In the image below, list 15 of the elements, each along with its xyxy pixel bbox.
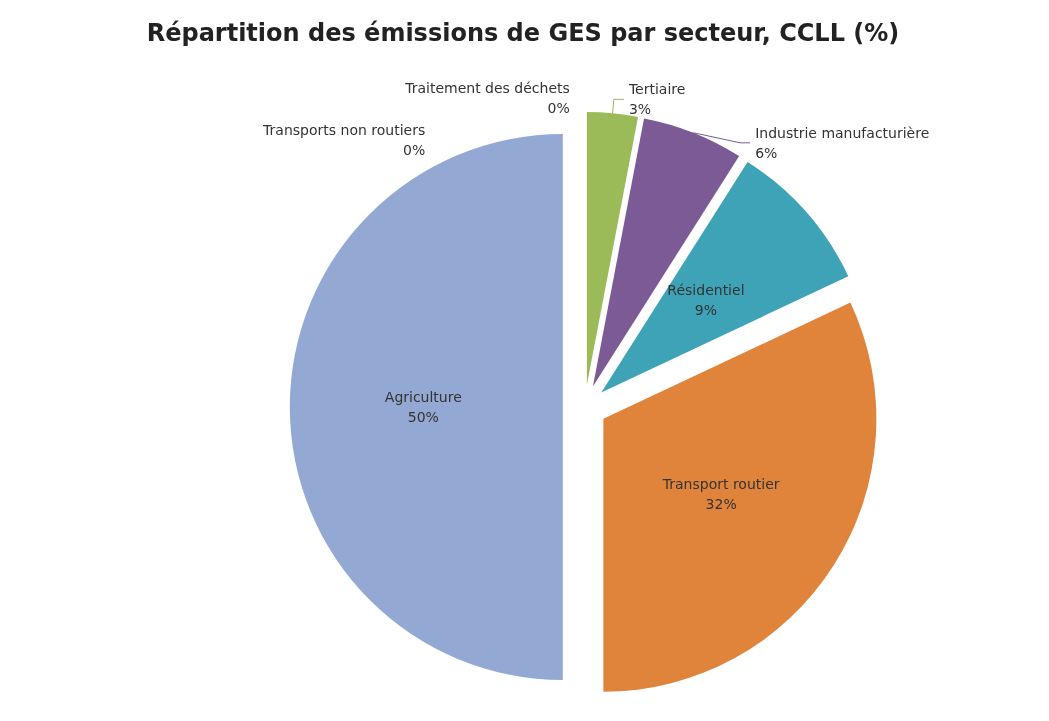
data-label: 50% <box>407 409 439 425</box>
category-label: Transports non routiers <box>263 122 426 138</box>
slice-label: Industrie manufacturière <box>755 124 930 141</box>
slice-label: Tertiaire <box>627 81 686 98</box>
slice-label: Résidentiel <box>667 282 745 299</box>
chart-title: Répartition des émissions de GES par secteur, CCLL (%) <box>146 19 900 47</box>
data-label: 6% <box>755 144 778 161</box>
data-label: 3% <box>628 101 652 118</box>
category-label: Traitement des déchets <box>405 80 570 96</box>
data-label: 32% <box>705 495 737 512</box>
slice-label: Agriculture <box>384 389 462 405</box>
data-label: 9% <box>694 302 718 319</box>
slice-label: Transport routier <box>661 475 780 492</box>
text: 0% <box>547 100 570 116</box>
text: 0% <box>403 142 426 158</box>
